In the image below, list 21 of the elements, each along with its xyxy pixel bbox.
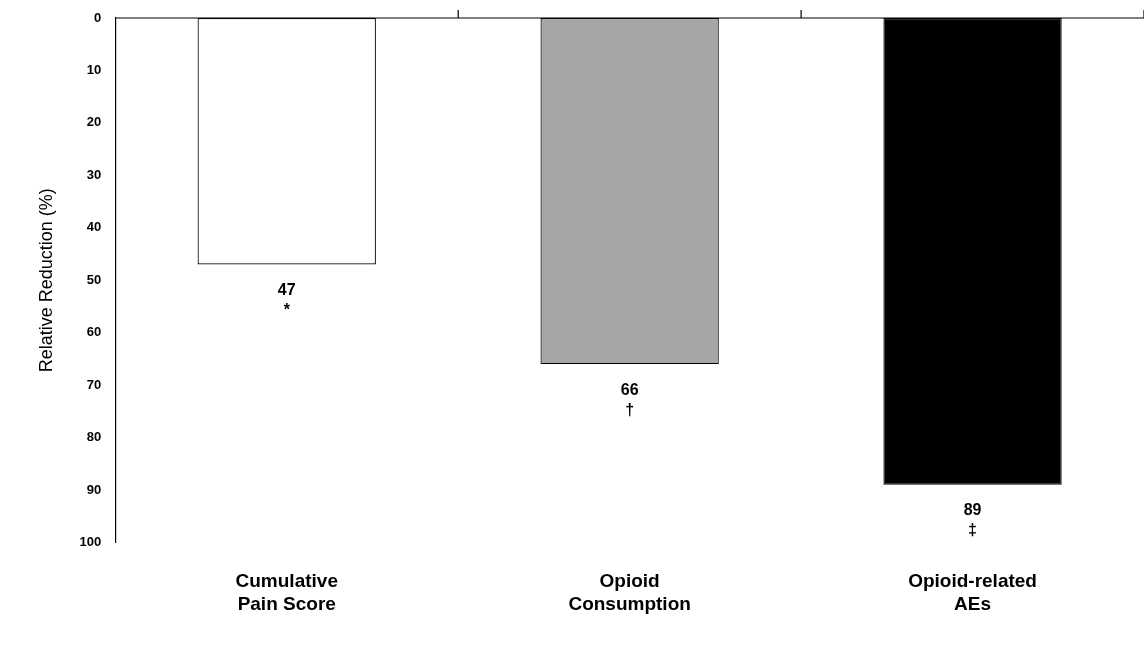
annotation: ‡: [968, 521, 977, 539]
x-tick-label: Cumulative Pain Score: [235, 570, 338, 614]
y-tick-label: 100: [79, 533, 102, 549]
y-axis-title: Relative Reduction (%): [35, 188, 56, 373]
y-tick-label: 90: [86, 481, 102, 497]
y-tick-label: 80: [86, 429, 102, 445]
x-tick-label: Opioid-related AEs: [908, 570, 1037, 614]
y-tick-label: 70: [86, 376, 102, 392]
annotation: †: [625, 400, 635, 418]
y-tick-label: 30: [86, 166, 102, 182]
data-label: 47: [277, 280, 296, 298]
y-tick-label: 20: [86, 114, 102, 130]
y-tick-label: 60: [86, 324, 102, 340]
annotation: *: [283, 300, 291, 318]
data-label: 89: [963, 501, 982, 519]
data-label: 66: [620, 380, 639, 398]
y-tick-label: 50: [86, 271, 102, 287]
y-tick-label: 0: [94, 9, 102, 25]
y-tick-label: 40: [86, 219, 102, 235]
y-tick-label: 10: [86, 62, 102, 78]
x-tick-label: Opioid Consumption: [568, 570, 691, 614]
